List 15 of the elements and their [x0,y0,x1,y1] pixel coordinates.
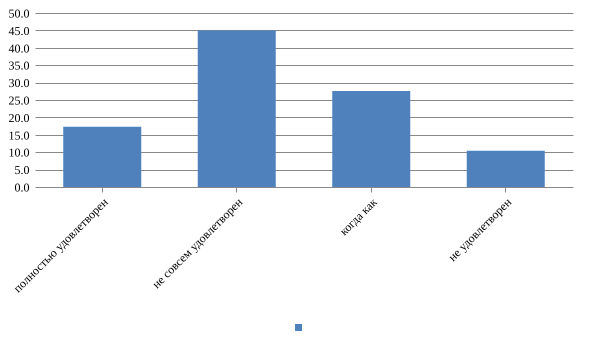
y-tick-label: 25.0 [8,94,30,108]
y-tick-label: 10.0 [8,146,30,160]
y-tick-label: 0.0 [14,180,30,194]
bar [198,30,276,187]
bar [466,150,545,187]
y-tick-label: 5.0 [14,163,30,178]
y-tick-label: 35.0 [8,58,30,73]
y-tick-label: 40.0 [8,41,30,56]
y-tick-label: 20.0 [8,110,30,125]
bar [332,90,410,187]
y-tick-label: 15.0 [8,128,30,142]
y-tick-label: 45.0 [8,24,30,38]
bar [63,126,142,187]
y-tick-label: 30.0 [8,76,30,90]
y-tick-label: 50.0 [8,6,30,20]
